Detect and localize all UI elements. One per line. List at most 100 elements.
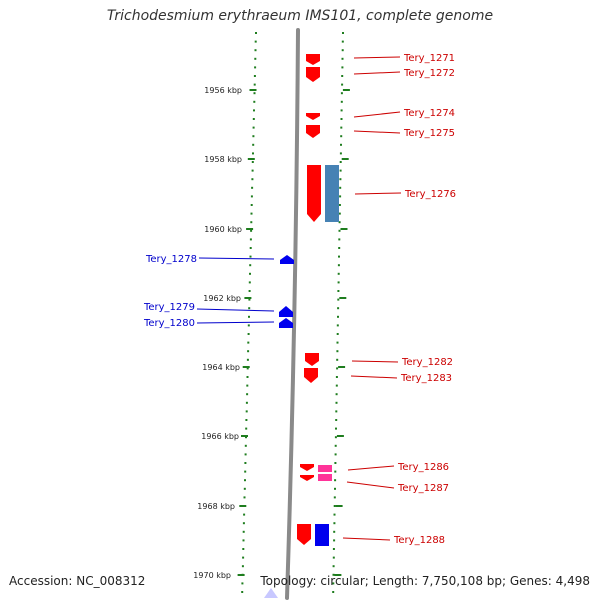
minor-tick <box>253 100 256 103</box>
gene-tery-1288[interactable] <box>297 524 311 545</box>
minor-tick <box>341 66 344 69</box>
minor-tick <box>333 522 336 525</box>
label-tery-1275[interactable]: Tery_1275 <box>403 128 455 139</box>
minor-tick <box>335 427 337 430</box>
gene-tery-1271[interactable] <box>306 54 320 65</box>
gene-tery-1280[interactable] <box>279 318 293 328</box>
gene-tery-1287[interactable] <box>300 475 314 481</box>
minor-tick <box>250 195 253 198</box>
gene-tery-1279[interactable] <box>279 306 293 317</box>
gene-tery-1286-companion[interactable] <box>318 465 332 472</box>
minor-tick <box>252 126 255 129</box>
major-tick <box>247 158 255 160</box>
minor-tick <box>246 358 249 361</box>
label-tery-1274[interactable]: Tery_1274 <box>403 108 455 119</box>
label-tery-1279[interactable]: Tery_1279 <box>143 302 195 313</box>
scale-label: 1958 kbp <box>204 155 242 164</box>
leader-line <box>353 56 401 59</box>
minor-tick <box>340 92 343 95</box>
minor-tick <box>339 195 342 198</box>
major-tick <box>340 228 348 230</box>
minor-tick <box>336 367 339 370</box>
gene-tery-1272[interactable] <box>306 67 320 82</box>
minor-tick <box>340 109 343 112</box>
minor-tick <box>251 186 254 189</box>
gene-tery-1288-companion[interactable] <box>315 524 329 546</box>
minor-tick <box>253 75 256 77</box>
major-tick <box>239 505 247 507</box>
minor-tick <box>335 401 338 404</box>
scale-label: 1966 kbp <box>201 432 239 441</box>
major-tick <box>244 297 252 299</box>
minor-tick <box>334 444 337 447</box>
gene-tery-1276[interactable] <box>307 165 321 222</box>
leader-line <box>342 537 391 541</box>
minor-tick <box>250 204 253 206</box>
minor-tick <box>333 539 336 542</box>
minor-tick <box>252 152 254 155</box>
minor-tick <box>252 143 255 146</box>
gene-tery-1283[interactable] <box>304 368 318 383</box>
minor-tick <box>332 573 335 576</box>
label-tery-1287[interactable]: Tery_1287 <box>397 483 449 494</box>
label-tery-1272[interactable]: Tery_1272 <box>403 68 455 79</box>
minor-tick <box>250 221 253 224</box>
minor-tick <box>253 92 256 95</box>
minor-tick <box>334 479 337 482</box>
minor-tick <box>336 324 339 327</box>
gene-tery-1287-companion[interactable] <box>318 474 332 481</box>
gene-tery-1275[interactable] <box>306 125 320 138</box>
minor-tick <box>244 470 247 473</box>
leader-line <box>350 375 398 379</box>
gene-tery-1278[interactable] <box>280 255 294 264</box>
minor-tick <box>332 565 335 568</box>
label-tery-1278[interactable]: Tery_1278 <box>145 254 197 265</box>
scale-labels: 1956 kbp 1958 kbp 1960 kbp 1962 kbp 1964 kbp… <box>193 86 242 580</box>
minor-tick <box>338 221 341 224</box>
minor-tick <box>248 315 250 318</box>
minor-tick <box>254 66 257 69</box>
minor-tick <box>341 75 344 77</box>
map-title: Trichodesmium erythraeum IMS101, complet… <box>106 8 494 24</box>
minor-tick <box>241 565 244 568</box>
minor-tick <box>246 376 249 378</box>
label-tery-1286[interactable]: Tery_1286 <box>397 462 449 473</box>
leader-line <box>351 360 399 363</box>
minor-tick <box>340 100 343 103</box>
minor-tick <box>338 204 341 206</box>
minor-tick <box>337 307 340 310</box>
partial-feature-bottom[interactable] <box>264 588 278 598</box>
minor-tick <box>341 57 344 60</box>
minor-tick <box>248 281 251 284</box>
minor-tick <box>242 522 245 525</box>
minor-tick <box>249 238 252 241</box>
minor-tick <box>245 419 248 421</box>
leader-line <box>196 321 275 324</box>
gene-tery-1274[interactable] <box>306 113 320 120</box>
gene-tery-1282[interactable] <box>305 353 319 366</box>
label-tery-1280[interactable]: Tery_1280 <box>143 318 195 329</box>
minor-tick <box>335 376 338 378</box>
minor-tick <box>335 410 338 413</box>
minor-tick <box>334 487 336 490</box>
label-tery-1288[interactable]: Tery_1288 <box>393 535 445 546</box>
major-tick <box>241 435 248 437</box>
major-tick <box>339 297 347 299</box>
label-tery-1271[interactable]: Tery_1271 <box>403 53 455 64</box>
minor-tick <box>336 350 339 353</box>
minor-tick <box>341 83 344 86</box>
minor-tick <box>340 118 343 120</box>
gene-tery-1286[interactable] <box>300 464 314 471</box>
minor-tick <box>243 513 246 516</box>
label-tery-1283[interactable]: Tery_1283 <box>400 373 452 384</box>
major-tick <box>336 435 344 437</box>
label-tery-1282[interactable]: Tery_1282 <box>401 357 453 368</box>
minor-tick <box>249 247 252 249</box>
minor-tick <box>336 358 339 361</box>
gene-tery-1276-companion[interactable] <box>325 165 339 222</box>
minor-tick <box>255 32 257 34</box>
minor-tick <box>254 57 257 60</box>
label-tery-1276[interactable]: Tery_1276 <box>404 189 456 200</box>
minor-tick <box>245 410 248 413</box>
minor-tick <box>338 247 341 249</box>
